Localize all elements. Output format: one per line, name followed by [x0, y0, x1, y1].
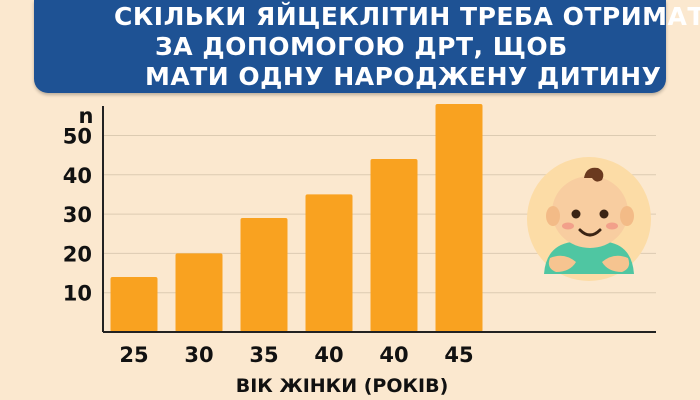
x-tick-labels: 25 30 35 40 40 45 [119, 343, 473, 367]
y-tick-label: 10 [63, 282, 92, 306]
y-tick-labels: 10 20 30 40 50 [63, 124, 92, 305]
x-tick-label: 25 [119, 343, 148, 367]
bar [110, 276, 158, 332]
title-banner: СКІЛЬКИ ЯЙЦЕКЛІТИН ТРЕБА ОТРИМАТИ ЗА ДОП… [34, 0, 700, 93]
y-axis-label: n [79, 104, 94, 128]
x-tick-label: 30 [184, 343, 213, 367]
bar [370, 159, 418, 332]
x-tick-label: 45 [444, 343, 473, 367]
bar [175, 253, 223, 332]
bar [305, 194, 353, 332]
bars [110, 104, 483, 332]
title-line-2: ЗА ДОПОМОГОЮ ДРТ, ЩОБ [155, 32, 568, 61]
y-tick-label: 50 [63, 124, 92, 148]
x-tick-label: 35 [249, 343, 278, 367]
bar [435, 104, 483, 332]
title-line-1: СКІЛЬКИ ЯЙЦЕКЛІТИН ТРЕБА ОТРИМАТИ [114, 2, 700, 31]
y-tick-label: 40 [63, 164, 92, 188]
x-tick-label: 40 [379, 343, 408, 367]
y-tick-label: 30 [63, 203, 92, 227]
x-axis-label: ВІК ЖІНКИ (РОКІВ) [236, 375, 449, 397]
y-tick-label: 20 [63, 242, 92, 266]
x-tick-label: 40 [314, 343, 343, 367]
title-line-3: МАТИ ОДНУ НАРОДЖЕНУ ДИТИНУ [145, 62, 662, 91]
baby-icon [527, 157, 651, 281]
bar [240, 218, 288, 332]
